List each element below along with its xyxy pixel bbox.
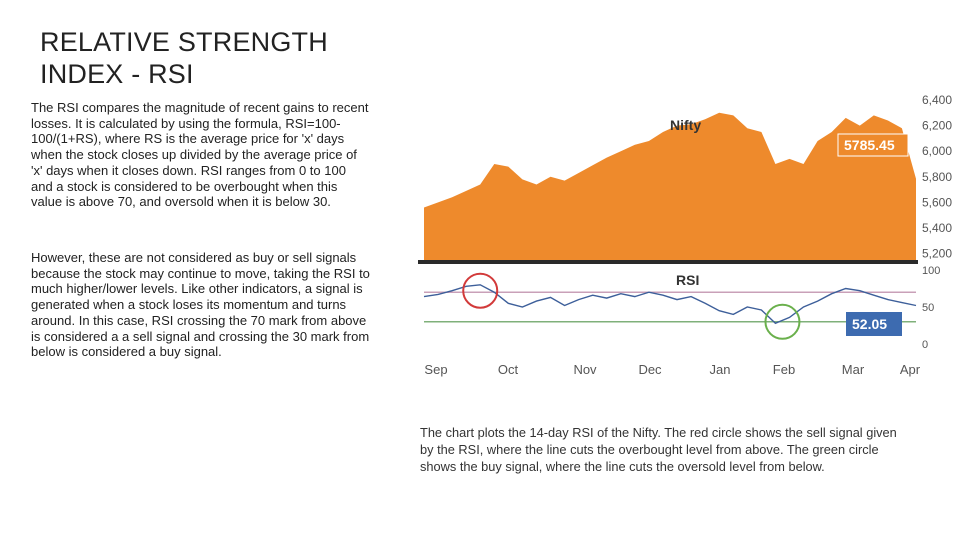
slide-title: RELATIVE STRENGTH INDEX - RSI — [40, 26, 400, 90]
body-paragraph-1: The RSI compares the magnitude of recent… — [31, 100, 369, 210]
x-tick-month: Apr — [900, 362, 921, 377]
chart-caption: The chart plots the 14-day RSI of the Ni… — [420, 424, 960, 475]
nifty-last-value-box — [837, 133, 909, 157]
nifty-y-tick: 6,400 — [922, 93, 952, 107]
x-tick-month: Sep — [424, 362, 447, 377]
rsi-y-tick: 0 — [922, 339, 928, 351]
buy-signal-circle — [764, 303, 801, 340]
title-line-2: INDEX - RSI — [40, 59, 194, 89]
x-tick-month: Dec — [638, 362, 662, 377]
body-paragraph-2: However, these are not considered as buy… — [31, 250, 370, 360]
x-tick-month: Oct — [498, 362, 519, 377]
rsi-last-value-label: 52.05 — [852, 316, 887, 332]
nifty-y-tick: 5,200 — [922, 247, 952, 261]
nifty-last-value-label: 5785.45 — [844, 137, 895, 153]
nifty-y-tick: 5,600 — [922, 195, 952, 209]
panel-divider — [418, 260, 918, 264]
rsi-line — [423, 284, 917, 325]
x-tick-month: Jan — [710, 362, 731, 377]
x-tick-month: Mar — [842, 362, 865, 377]
caption-line-1: The chart plots the 14-day RSI of the Ni… — [420, 425, 897, 440]
nifty-title: Nifty — [670, 117, 701, 133]
nifty-y-tick: 6,000 — [922, 144, 952, 158]
rsi-y-tick: 100 — [922, 265, 940, 277]
caption-line-3: shows the buy signal, where the line cut… — [420, 459, 825, 474]
rsi-last-value-box — [846, 312, 902, 336]
title-line-1: RELATIVE STRENGTH — [40, 27, 328, 57]
sell-signal-circle — [462, 272, 499, 309]
nifty-y-tick: 5,800 — [922, 170, 952, 184]
nifty-area — [424, 112, 916, 260]
nifty-y-tick: 5,400 — [922, 221, 952, 235]
x-tick-month: Feb — [773, 362, 795, 377]
x-tick-month: Nov — [573, 362, 597, 377]
nifty-y-tick: 6,200 — [922, 119, 952, 133]
nifty-rsi-chart: 6,400 6,200 6,000 5,800 5,600 5,400 5,200 Nifty… — [418, 93, 952, 377]
rsi-title: RSI — [676, 272, 699, 288]
rsi-y-tick: 50 — [922, 302, 934, 314]
caption-line-2: by the RSI, where the line cuts the over… — [420, 442, 879, 457]
